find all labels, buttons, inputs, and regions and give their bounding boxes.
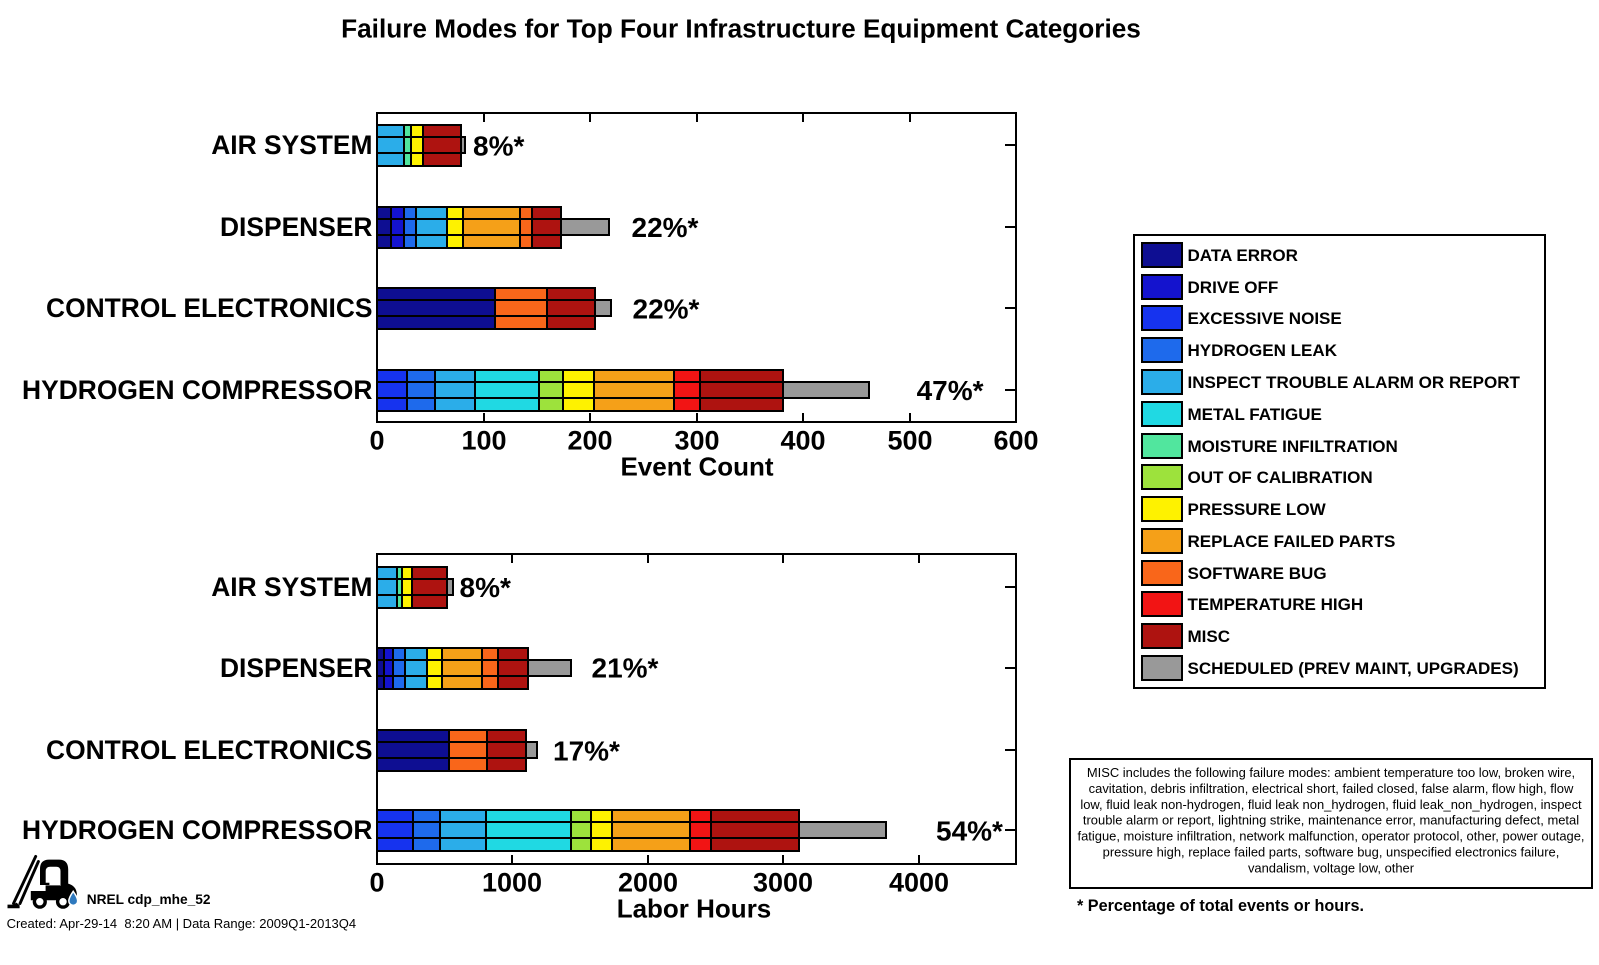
svg-text:trouble alarm or report, light: trouble alarm or report, lightning strik… — [1083, 813, 1579, 828]
svg-text:22%*: 22%* — [632, 212, 699, 243]
svg-text:8%*: 8%* — [473, 130, 524, 161]
svg-text:Event Count: Event Count — [620, 452, 773, 482]
svg-text:300: 300 — [674, 426, 719, 456]
svg-text:4000: 4000 — [889, 868, 949, 898]
svg-text:500: 500 — [887, 426, 932, 456]
svg-text:SOFTWARE BUG: SOFTWARE BUG — [1188, 564, 1327, 583]
svg-text:54%*: 54%* — [936, 815, 1003, 846]
svg-text:22%*: 22%* — [633, 293, 700, 324]
svg-text:INSPECT TROUBLE ALARM OR REPOR: INSPECT TROUBLE ALARM OR REPORT — [1188, 373, 1521, 392]
svg-text:400: 400 — [780, 426, 825, 456]
svg-text:600: 600 — [993, 426, 1038, 456]
svg-text:HYDROGEN LEAK: HYDROGEN LEAK — [1188, 341, 1338, 360]
svg-text:REPLACE FAILED PARTS: REPLACE FAILED PARTS — [1188, 532, 1396, 551]
svg-text:MOISTURE INFILTRATION: MOISTURE INFILTRATION — [1188, 437, 1398, 456]
svg-text:CONTROL ELECTRONICS: CONTROL ELECTRONICS — [46, 293, 372, 323]
svg-text:CONTROL ELECTRONICS: CONTROL ELECTRONICS — [46, 735, 372, 765]
svg-text:1000: 1000 — [482, 868, 542, 898]
svg-text:100: 100 — [461, 426, 506, 456]
svg-text:8%*: 8%* — [460, 572, 511, 603]
svg-text:EXCESSIVE NOISE: EXCESSIVE NOISE — [1188, 309, 1342, 328]
svg-text:DISPENSER: DISPENSER — [220, 653, 373, 683]
svg-text:17%*: 17%* — [553, 736, 620, 767]
svg-text:NREL cdp_mhe_52: NREL cdp_mhe_52 — [87, 892, 211, 907]
svg-text:HYDROGEN COMPRESSOR: HYDROGEN COMPRESSOR — [22, 375, 372, 405]
svg-text:47%*: 47%* — [917, 375, 984, 406]
svg-text:21%*: 21%* — [592, 653, 659, 684]
svg-text:AIR SYSTEM: AIR SYSTEM — [211, 130, 372, 160]
svg-text:MISC: MISC — [1188, 627, 1231, 646]
svg-text:AIR SYSTEM: AIR SYSTEM — [211, 572, 372, 602]
svg-text:vandalism, voltage low, other: vandalism, voltage low, other — [1248, 860, 1415, 875]
svg-text:Failure Modes for Top Four Inf: Failure Modes for Top Four Infrastructur… — [341, 13, 1141, 43]
svg-text:* Percentage of total events o: * Percentage of total events or hours. — [1077, 897, 1364, 915]
svg-text:Created: Apr-29-14 8:20 AM |: Created: Apr-29-14 8:20 AM | Data Range:… — [7, 916, 357, 931]
svg-text:cavitation, debris infiltratio: cavitation, debris infiltration, electri… — [1089, 781, 1574, 796]
svg-text:pressure high, replace failed: pressure high, replace failed parts, sof… — [1103, 845, 1560, 860]
svg-text:2000: 2000 — [618, 868, 678, 898]
svg-text:Labor Hours: Labor Hours — [617, 894, 772, 924]
svg-text:3000: 3000 — [753, 868, 813, 898]
svg-text:DATA ERROR: DATA ERROR — [1188, 246, 1298, 265]
svg-text:PRESSURE LOW: PRESSURE LOW — [1188, 500, 1327, 519]
svg-text:MISC includes the following fa: MISC includes the following failure mode… — [1087, 765, 1575, 780]
svg-text:DISPENSER: DISPENSER — [220, 212, 373, 242]
svg-text:0: 0 — [369, 868, 384, 898]
svg-text:METAL FATIGUE: METAL FATIGUE — [1188, 405, 1322, 424]
svg-text:TEMPERATURE HIGH: TEMPERATURE HIGH — [1188, 595, 1364, 614]
svg-text:OUT OF CALIBRATION: OUT OF CALIBRATION — [1188, 468, 1373, 487]
svg-text:0: 0 — [369, 426, 384, 456]
svg-text:low, fluid leak non-hydrogen,: low, fluid leak non-hydrogen, fluid leak… — [1080, 797, 1582, 812]
svg-text:200: 200 — [567, 426, 612, 456]
svg-text:SCHEDULED (PREV MAINT, UPGRADE: SCHEDULED (PREV MAINT, UPGRADES) — [1188, 659, 1519, 678]
svg-text:fatigue, moisture infiltration: fatigue, moisture infiltration, network … — [1078, 829, 1585, 844]
svg-text:DRIVE OFF: DRIVE OFF — [1188, 278, 1279, 297]
svg-text:HYDROGEN COMPRESSOR: HYDROGEN COMPRESSOR — [22, 815, 372, 845]
